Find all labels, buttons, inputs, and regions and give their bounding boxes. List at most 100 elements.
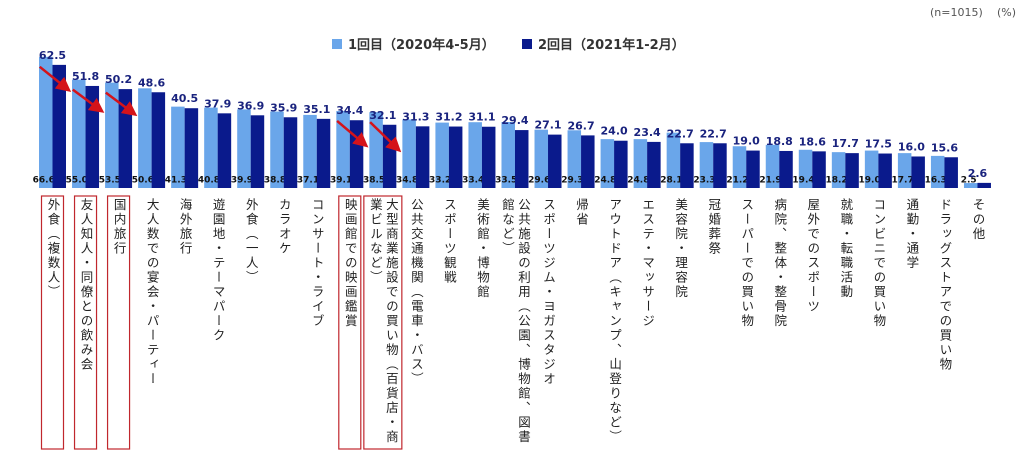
value-label: 40.5 (171, 92, 198, 105)
bar (567, 130, 582, 188)
value-label: 19.4 (792, 176, 814, 186)
value-label: 33.4 (462, 176, 484, 186)
x-tick-label: カラオケ (276, 198, 292, 256)
arrow (72, 88, 105, 113)
bar (633, 139, 648, 188)
legend-item: 2回目（2021年1-2月） (522, 34, 685, 53)
value-label: 38.5 (363, 176, 385, 186)
value-label: 31.2 (435, 111, 462, 124)
value-label: 50.2 (105, 73, 132, 86)
bar (831, 152, 846, 188)
bar (963, 183, 978, 188)
arrow (369, 121, 402, 153)
value-label: 18.8 (766, 135, 793, 148)
bar (382, 124, 397, 188)
bar (779, 150, 793, 188)
bar (977, 182, 991, 188)
sample-size: (n=1015) (930, 6, 983, 19)
value-label: 17.7 (892, 176, 914, 186)
x-tick-label: 屋外でのスポーツ (805, 198, 821, 314)
highlight-box (106, 195, 131, 450)
bar (944, 157, 958, 188)
value-label: 29.4 (501, 114, 528, 127)
x-tick-label: 大人数での宴会・パーティー (144, 198, 160, 387)
value-label: 16.3 (925, 176, 947, 186)
value-label: 2.5 (961, 176, 977, 186)
value-label: 41.3 (165, 176, 187, 186)
bar (713, 143, 727, 188)
x-tick-label: 冠婚葬祭 (706, 198, 722, 256)
value-label: 33.5 (495, 176, 517, 186)
value-label: 31.3 (402, 110, 429, 123)
arrow (336, 120, 369, 148)
value-label: 33.2 (429, 176, 451, 186)
bar (105, 82, 119, 188)
bar (415, 126, 430, 188)
value-label: 50.6 (132, 176, 154, 186)
bar (878, 153, 892, 188)
x-tick-label: アウトドア（キャンプ、山登りなど） (607, 198, 623, 445)
value-label: 34.8 (396, 176, 418, 186)
bar (614, 140, 628, 188)
bar (746, 150, 760, 188)
value-label: 15.6 (931, 141, 958, 154)
x-tick-label: 公共施設の利用（公園、博物館、図書館など） (499, 198, 531, 445)
legend-label: 1回目（2020年4-5月） (348, 38, 495, 53)
x-tick-label: 海外旅行 (177, 198, 193, 256)
value-label: 35.9 (270, 101, 297, 114)
bar (151, 92, 166, 188)
x-tick-label: スーパーでの買い物 (739, 198, 755, 329)
x-tick-label: エステ・マッサージ (640, 198, 656, 329)
highlight-box (73, 195, 98, 450)
bar (171, 106, 185, 188)
highlight-box (40, 195, 65, 450)
x-tick-label: 病院、整体・整骨院 (772, 198, 788, 329)
bar (303, 114, 317, 188)
x-tick-label: 帰省 (574, 198, 590, 227)
value-label: 22.7 (700, 127, 727, 140)
arrow (38, 65, 72, 93)
bar (270, 111, 284, 188)
value-label: 55.0 (66, 176, 88, 186)
value-label: 19.0 (733, 135, 760, 148)
bar (501, 122, 515, 188)
bar (138, 88, 152, 188)
bar (52, 64, 66, 188)
value-label: 21.2 (726, 176, 748, 186)
x-tick-label: コンサート・ライブ (309, 198, 325, 329)
value-label: 62.5 (39, 49, 66, 62)
x-tick-label: 公共交通機関（電車・バス） (408, 198, 424, 387)
bar (39, 56, 53, 188)
value-label: 16.0 (898, 140, 925, 153)
value-label: 48.6 (138, 76, 165, 89)
x-tick-label: 美容院・理容院 (673, 198, 689, 300)
value-label: 21.9 (759, 176, 781, 186)
value-label: 35.1 (303, 103, 330, 116)
x-tick-label: 国内旅行 (111, 198, 127, 256)
bar (765, 144, 780, 188)
x-tick-label: 外食（一人） (243, 198, 259, 285)
bar (468, 122, 482, 188)
bar (732, 146, 747, 188)
bar (798, 149, 813, 188)
legend-label: 2回目（2021年1-2月） (538, 38, 685, 53)
value-label: 23.3 (693, 176, 715, 186)
x-tick-label: 就職・転職活動 (838, 198, 854, 300)
x-tick-label: コンビニでの買い物 (871, 198, 887, 329)
bar (184, 108, 199, 188)
bar (845, 153, 859, 188)
value-label: 26.7 (567, 119, 594, 132)
value-label: 23.4 (634, 126, 661, 139)
bar (217, 113, 232, 188)
value-label: 24.8 (594, 176, 616, 186)
value-label: 40.8 (198, 176, 220, 186)
bar (237, 109, 251, 188)
bar (514, 130, 529, 188)
value-label: 18.6 (799, 135, 826, 148)
bar (864, 150, 879, 188)
bar (812, 151, 826, 188)
bar (72, 79, 86, 188)
value-label: 17.5 (865, 138, 892, 151)
value-label: 31.1 (468, 111, 495, 124)
bar (204, 107, 218, 188)
